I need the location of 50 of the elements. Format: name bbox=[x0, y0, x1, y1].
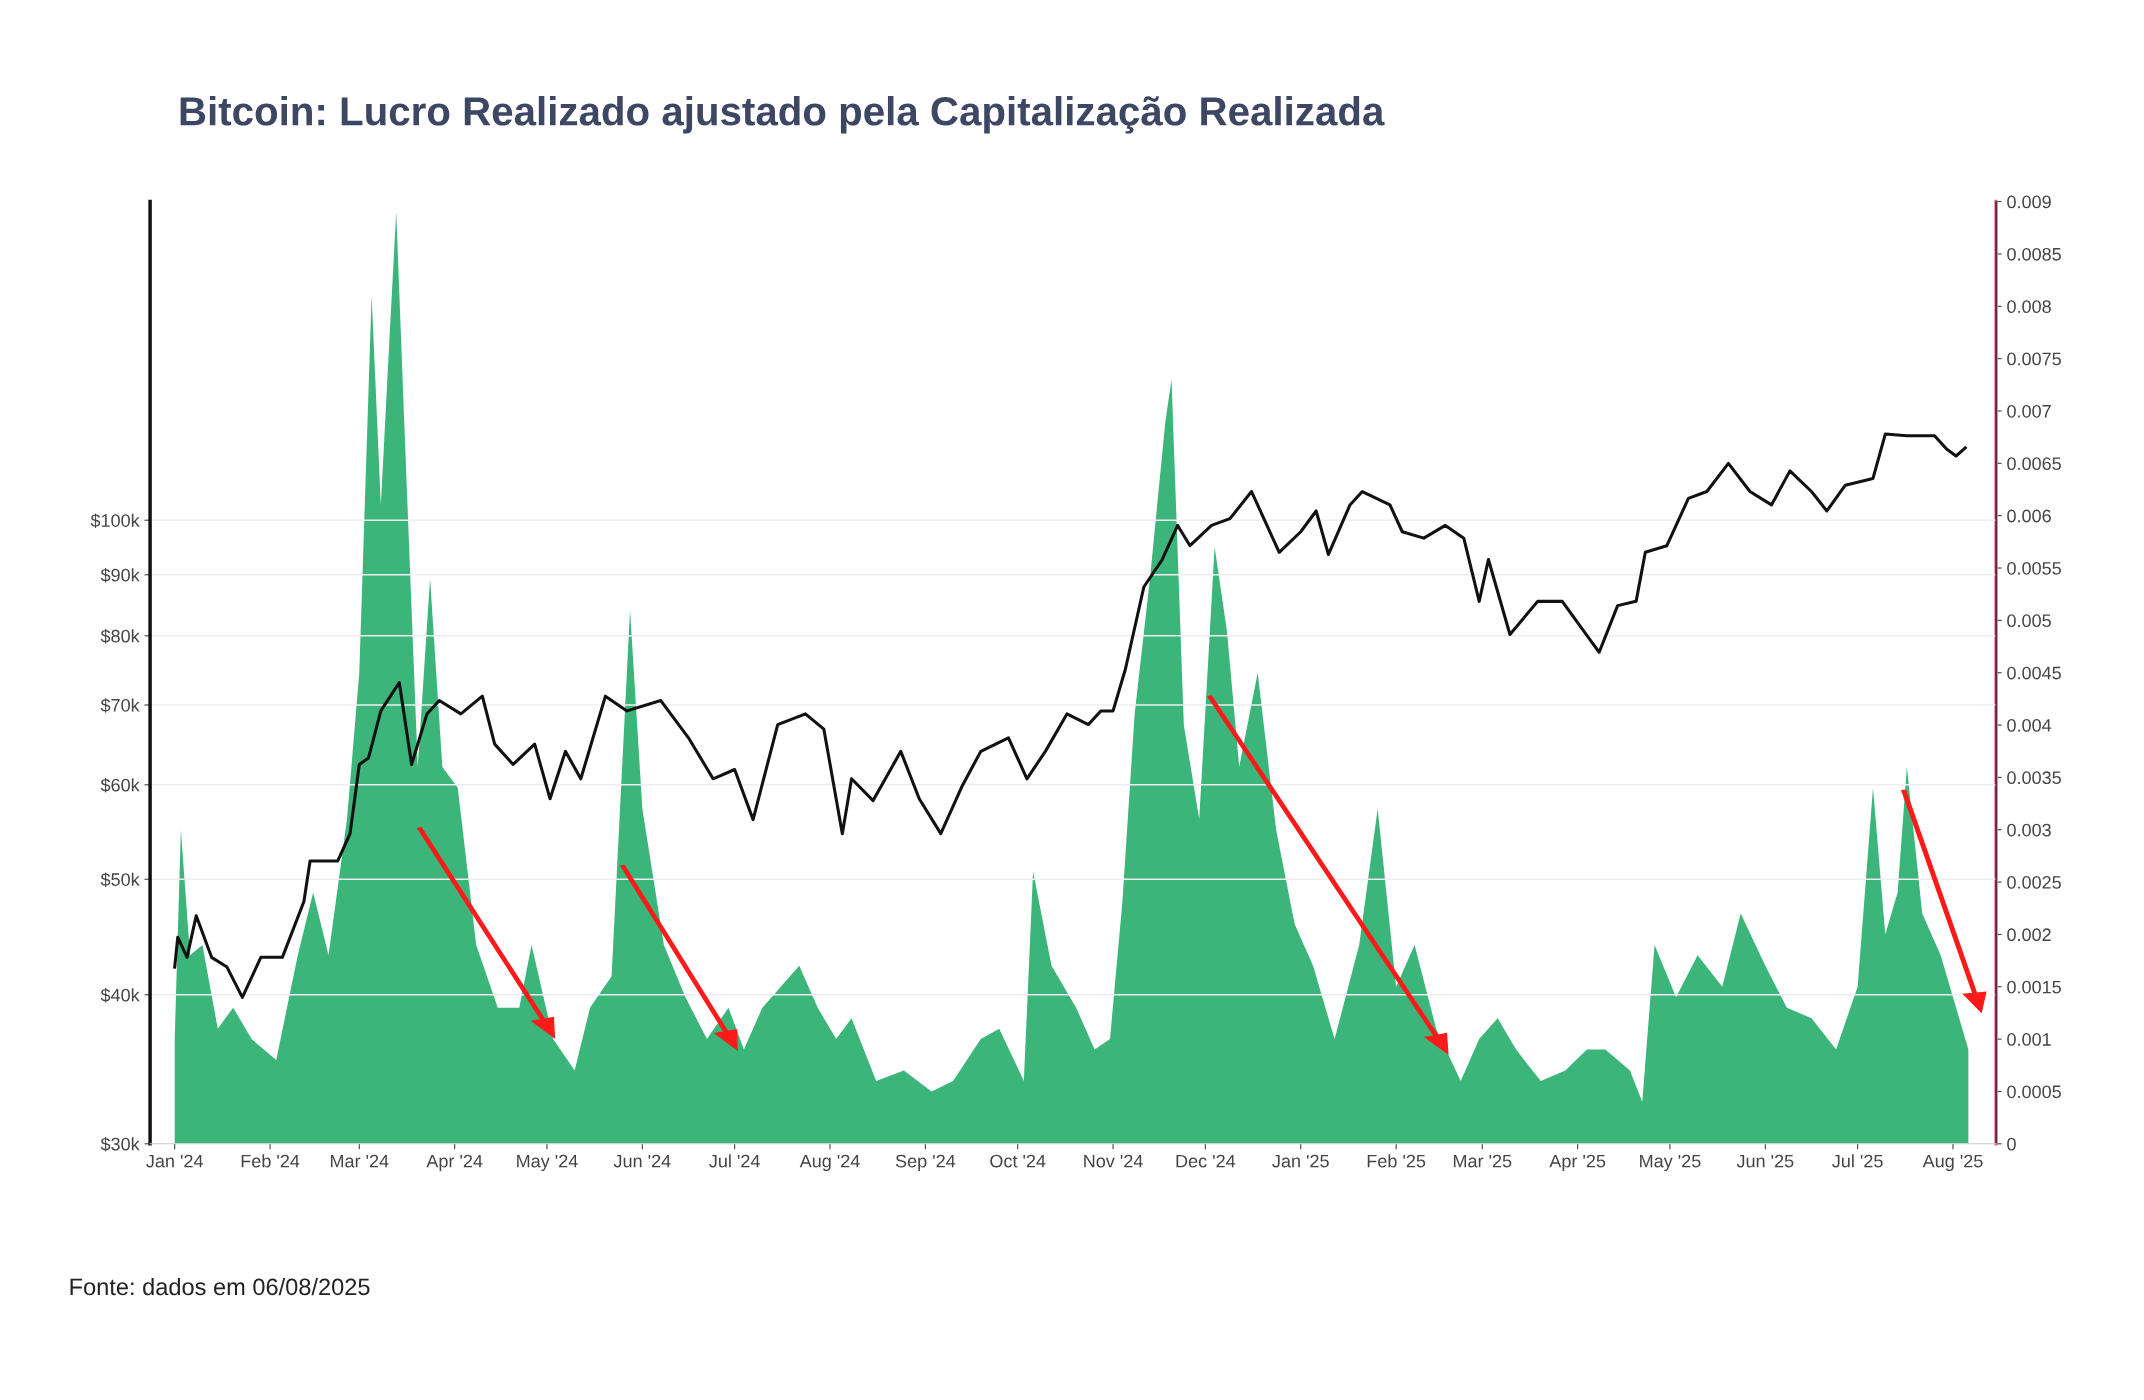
y2-tick-label: 0.002 bbox=[2007, 928, 2051, 942]
y2-tick-label: 0.0045 bbox=[2007, 666, 2061, 680]
y2-tick-label: 0 bbox=[2007, 1137, 2016, 1151]
x-tick-label: Jan '25 bbox=[1272, 1154, 1329, 1168]
x-tick-label: Jul '25 bbox=[1832, 1154, 1883, 1168]
y2-tick-label: 0.001 bbox=[2007, 1033, 2051, 1046]
y-tick-label: $70k bbox=[100, 698, 140, 713]
x-tick-label: Dec '24 bbox=[1176, 1154, 1236, 1168]
y2-tick-label: 0.0015 bbox=[2007, 980, 2061, 994]
y2-tick-label: 0.009 bbox=[2007, 195, 2051, 209]
x-tick-label: Apr '25 bbox=[1549, 1154, 1606, 1172]
x-tick-label: Jul '24 bbox=[709, 1154, 760, 1168]
y-tick-label: $90k bbox=[100, 567, 140, 583]
y-tick-label: $100k bbox=[90, 513, 140, 529]
x-tick-label: Apr '24 bbox=[426, 1154, 483, 1172]
chart-title: Bitcoin: Lucro Realizado ajustado pela Capitalização Realizada bbox=[180, 96, 1385, 134]
x-tick-label: Sep '24 bbox=[895, 1154, 956, 1172]
x-tick-label: Jun '24 bbox=[613, 1154, 671, 1168]
y-tick-label: $60k bbox=[100, 777, 140, 793]
x-tick-label: Aug '24 bbox=[799, 1154, 860, 1172]
y2-tick-label: 0.004 bbox=[2007, 718, 2052, 732]
x-tick-label: May '24 bbox=[517, 1154, 578, 1172]
y2-tick-label: 0.0005 bbox=[2007, 1085, 2061, 1099]
y2-tick-label: 0.007 bbox=[2007, 404, 2051, 418]
line-series bbox=[173, 432, 1967, 999]
x-tick-label: Feb '25 bbox=[1367, 1154, 1426, 1168]
y-tick-label: $50k bbox=[100, 872, 140, 888]
x-tick-label: Mar '25 bbox=[1453, 1154, 1512, 1168]
y2-tick-label: 0.003 bbox=[2007, 823, 2051, 837]
y-tick-label: $40k bbox=[100, 987, 140, 1003]
y2-tick-label: 0.0025 bbox=[2007, 876, 2061, 889]
source-note: Fonte: dados em 06/08/2025 bbox=[70, 1277, 370, 1296]
x-tick-label: Oct '24 bbox=[990, 1154, 1046, 1168]
x-tick-label: Feb '24 bbox=[241, 1154, 300, 1168]
x-tick-label: Nov '24 bbox=[1084, 1154, 1143, 1168]
y2-tick-label: 0.0055 bbox=[2007, 561, 2061, 575]
x-tick-label: Mar '24 bbox=[330, 1154, 389, 1168]
y2-tick-label: 0.0075 bbox=[2007, 352, 2061, 366]
x-tick-label: Jan '24 bbox=[146, 1154, 203, 1168]
y2-tick-label: 0.0085 bbox=[2007, 247, 2061, 261]
y2-tick-label: 0.006 bbox=[2007, 509, 2051, 523]
x-tick-label: Aug '25 bbox=[1922, 1154, 1983, 1172]
y2-tick-label: 0.008 bbox=[2007, 300, 2051, 314]
x-tick-label: Jun '25 bbox=[1736, 1154, 1794, 1168]
x-tick-label: May '25 bbox=[1640, 1154, 1701, 1172]
y2-tick-label: 0.005 bbox=[2007, 614, 2051, 628]
y-tick-label: $80k bbox=[100, 628, 140, 644]
y-tick-label: $30k bbox=[100, 1136, 140, 1152]
y2-tick-label: 0.0035 bbox=[2007, 771, 2061, 785]
y2-tick-label: 0.0065 bbox=[2007, 457, 2061, 471]
